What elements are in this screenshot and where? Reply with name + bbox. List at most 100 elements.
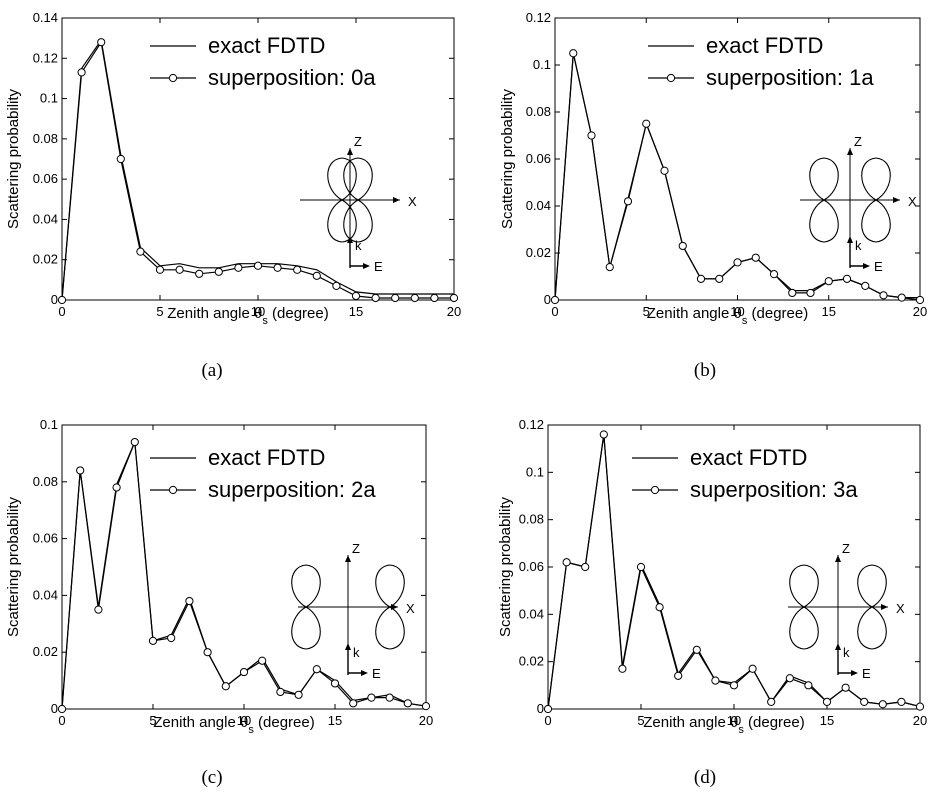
inset-e-arrowhead — [863, 263, 870, 269]
inset-k-arrowhead — [345, 643, 351, 650]
inset-e-arrowhead — [851, 670, 858, 676]
x-tick-label: 20 — [913, 304, 927, 319]
data-point — [239, 667, 249, 677]
data-point — [276, 687, 285, 697]
inset-x-label: X — [896, 601, 905, 616]
inset-x-arrowhead — [391, 604, 398, 610]
data-point — [822, 697, 832, 707]
y-axis-label: Scattering probability — [497, 496, 514, 637]
y-tick-label: 0.08 — [33, 131, 58, 146]
data-point — [897, 293, 906, 302]
data-point — [543, 704, 553, 714]
legend-marker-circle — [666, 73, 676, 83]
data-point — [332, 281, 341, 290]
y-tick-label: 0.1 — [526, 464, 544, 479]
legend-marker-circle — [168, 73, 178, 83]
data-point — [769, 270, 779, 279]
data-point — [403, 699, 412, 708]
data-point — [879, 291, 888, 300]
data-point — [57, 295, 67, 305]
y-tick-label: 0 — [51, 701, 58, 716]
inset-e-label: E — [374, 259, 383, 274]
inset-x-label: X — [408, 194, 417, 209]
data-point — [175, 265, 184, 274]
data-point — [449, 293, 459, 303]
data-point — [785, 674, 794, 683]
data-point — [116, 154, 125, 164]
y-tick-label: 0.08 — [526, 104, 551, 119]
panel-caption: (b) — [694, 360, 716, 381]
data-point — [371, 293, 380, 303]
x-tick-label: 10 — [251, 304, 265, 319]
data-point — [385, 693, 394, 702]
data-point — [410, 293, 419, 303]
inset-dipole-diagram: X ZkE — [291, 541, 415, 681]
x-axis-label-unit: (degree) — [747, 305, 808, 322]
legend: exact FDTD superposition: 3a — [632, 445, 858, 502]
y-tick-label: 0.06 — [526, 151, 551, 166]
x-tick-label: 15 — [349, 304, 363, 319]
legend-label-exact-fdtd: exact FDTD — [208, 445, 325, 470]
x-tick-label: 0 — [58, 713, 65, 728]
chart-panel-d: 0 5 10 15 20 0 0.02 0.04 0.06 0.08 0.1 0.12 Zenith a… — [497, 417, 927, 788]
data-point — [550, 295, 560, 305]
inset-k-label: k — [355, 238, 362, 253]
x-tick-label: 5 — [156, 304, 163, 319]
data-point — [642, 119, 651, 128]
inset-k-label: k — [353, 645, 360, 660]
inset-x-label: X — [406, 601, 415, 616]
data-point — [76, 466, 85, 475]
data-point — [618, 664, 627, 673]
data-point — [214, 267, 223, 276]
data-point — [861, 281, 870, 290]
inset-x-arrowhead — [393, 197, 400, 203]
data-point — [569, 49, 578, 58]
y-tick-label: 0.02 — [33, 644, 58, 659]
data-point — [878, 700, 887, 709]
x-tick-label: 10 — [237, 713, 251, 728]
inset-dipole-diagram: X ZkE — [800, 134, 917, 274]
y-tick-label: 0.02 — [519, 654, 544, 669]
legend: exact FDTD superposition: 1a — [648, 33, 874, 90]
data-point — [729, 681, 739, 690]
data-point — [258, 656, 267, 665]
legend-label-exact-fdtd: exact FDTD — [208, 33, 325, 58]
data-point — [77, 68, 86, 77]
legend-label-exact-fdtd: exact FDTD — [706, 33, 823, 58]
data-point — [860, 697, 869, 707]
inset-z-label: Z — [352, 541, 360, 556]
data-point — [804, 681, 813, 690]
data-point — [349, 699, 358, 708]
data-point — [824, 277, 833, 286]
data-point — [581, 562, 590, 572]
y-tick-label: 0.12 — [526, 10, 551, 25]
inset-z-label: Z — [354, 134, 362, 149]
inset-k-label: k — [843, 645, 850, 660]
data-point — [155, 265, 165, 274]
x-tick-label: 15 — [328, 713, 342, 728]
x-tick-label: 0 — [551, 304, 558, 319]
data-point — [421, 702, 431, 711]
x-axis-label: Zenith angle θs (degree) — [153, 714, 314, 736]
legend-label-superposition: superposition: 1a — [706, 65, 874, 90]
chart-panel-c: 0 5 10 15 20 0 0.02 0.04 0.06 0.08 0.1 Zenith angle… — [5, 417, 433, 788]
legend-label-superposition: superposition: 2a — [208, 477, 376, 502]
data-point — [605, 263, 614, 272]
x-axis-label-main: Zenith angle θ — [643, 714, 738, 731]
legend-marker-circle — [650, 485, 660, 495]
x-tick-label: 15 — [820, 713, 834, 728]
chart-panel-b: 0 5 10 15 20 0 0.02 0.04 0.06 0.08 0.1 0.12 Zenith a… — [499, 10, 927, 381]
legend: exact FDTD superposition: 0a — [150, 33, 376, 90]
data-point — [112, 483, 121, 492]
data-point — [715, 274, 724, 283]
data-point — [674, 671, 683, 680]
data-point — [915, 702, 925, 711]
x-axis-label-subscript: s — [262, 315, 268, 327]
panel-caption: (a) — [201, 360, 222, 381]
data-point — [767, 697, 776, 707]
data-point — [562, 558, 571, 567]
data-point — [367, 693, 376, 702]
data-point — [330, 679, 340, 688]
data-point — [587, 131, 596, 140]
data-point — [391, 293, 400, 303]
